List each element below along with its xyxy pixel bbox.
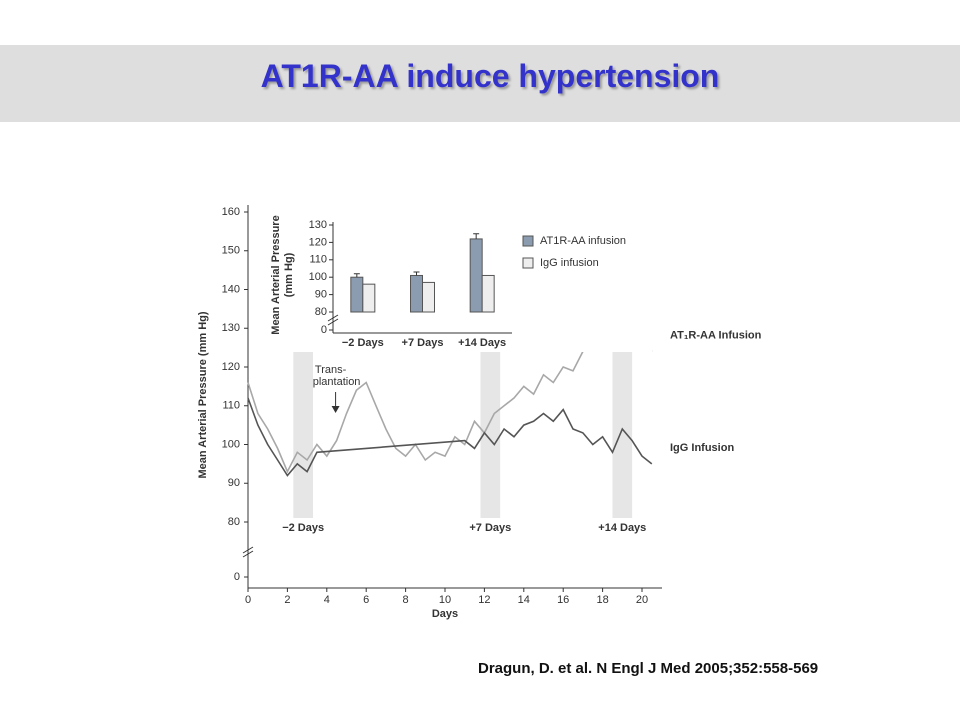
y-tick-label: 120 bbox=[222, 361, 240, 373]
bar bbox=[422, 281, 435, 313]
y-tick-label: 130 bbox=[222, 322, 240, 334]
y-tick-label: 160 bbox=[222, 206, 240, 218]
legend-swatch bbox=[522, 235, 534, 247]
x-tick-label: +7 Days bbox=[402, 337, 444, 349]
bar bbox=[350, 276, 364, 313]
bar bbox=[469, 238, 483, 313]
bar bbox=[481, 274, 495, 313]
slide-title: AT1R-AA induce hypertension bbox=[260, 58, 720, 94]
y-tick-label: 0 bbox=[234, 571, 240, 583]
bar bbox=[410, 274, 423, 313]
y-tick-label: 90 bbox=[228, 477, 240, 489]
inset-background bbox=[262, 212, 652, 352]
annotation: Trans- bbox=[315, 364, 347, 376]
legend-label: AT1R-AA infusion bbox=[540, 235, 626, 247]
arrow-head bbox=[331, 406, 340, 413]
x-tick-label: 16 bbox=[557, 594, 569, 606]
y-tick-label: 100 bbox=[222, 438, 240, 450]
legend-label: IgG infusion bbox=[540, 257, 599, 269]
band-label: +7 Days bbox=[469, 522, 511, 534]
x-tick-label: 14 bbox=[518, 594, 530, 606]
axis-break bbox=[327, 314, 339, 322]
y-tick-label: 100 bbox=[309, 271, 327, 283]
x-tick-label: −2 Days bbox=[342, 337, 384, 349]
y-tick-label: 120 bbox=[309, 236, 327, 248]
x-tick-label: 4 bbox=[324, 594, 330, 606]
y-tick-label: 130 bbox=[309, 219, 327, 231]
x-tick-label: 6 bbox=[363, 594, 369, 606]
error-bar bbox=[413, 271, 420, 276]
y-tick-label: 140 bbox=[222, 283, 240, 295]
x-tick-label: +14 Days bbox=[458, 337, 506, 349]
y-axis-label: Mean Arterial Pressure bbox=[270, 215, 282, 334]
y-axis-label: Mean Arterial Pressure (mm Hg) bbox=[197, 311, 209, 478]
axis-break bbox=[242, 550, 254, 558]
band-label: −2 Days bbox=[282, 522, 324, 534]
x-tick-label: 20 bbox=[636, 594, 648, 606]
y-tick-label: 150 bbox=[222, 245, 240, 257]
y-tick-label: 0 bbox=[321, 324, 327, 336]
y-tick-label: 90 bbox=[315, 289, 327, 301]
y-tick-label: 80 bbox=[228, 516, 240, 528]
bar bbox=[362, 283, 376, 313]
y-tick-label: 110 bbox=[222, 400, 240, 412]
y-tick-label: 110 bbox=[309, 254, 327, 266]
error-bar bbox=[473, 233, 480, 239]
axis-break bbox=[242, 546, 254, 554]
annotation: plantation bbox=[313, 376, 361, 388]
citation: Dragun, D. et al. N Engl J Med 2005;352:… bbox=[478, 660, 819, 677]
x-tick-label: 8 bbox=[403, 594, 409, 606]
x-tick-label: 12 bbox=[478, 594, 490, 606]
title-banner bbox=[0, 45, 960, 122]
series-line bbox=[247, 397, 653, 477]
x-tick-label: 2 bbox=[284, 594, 290, 606]
series-label: IgG Infusion bbox=[670, 442, 734, 454]
x-tick-label: 0 bbox=[245, 594, 251, 606]
band-label: +14 Days bbox=[598, 522, 646, 534]
series-label: AT₁R-AA Infusion bbox=[670, 329, 762, 341]
error-bar bbox=[353, 273, 360, 278]
x-axis-label: Days bbox=[432, 608, 458, 620]
x-tick-label: 18 bbox=[596, 594, 608, 606]
x-tick-label: 10 bbox=[439, 594, 451, 606]
legend-swatch bbox=[522, 257, 534, 269]
axis-break bbox=[327, 318, 339, 326]
y-axis-label: (mm Hg) bbox=[283, 252, 295, 297]
y-tick-label: 80 bbox=[315, 306, 327, 318]
